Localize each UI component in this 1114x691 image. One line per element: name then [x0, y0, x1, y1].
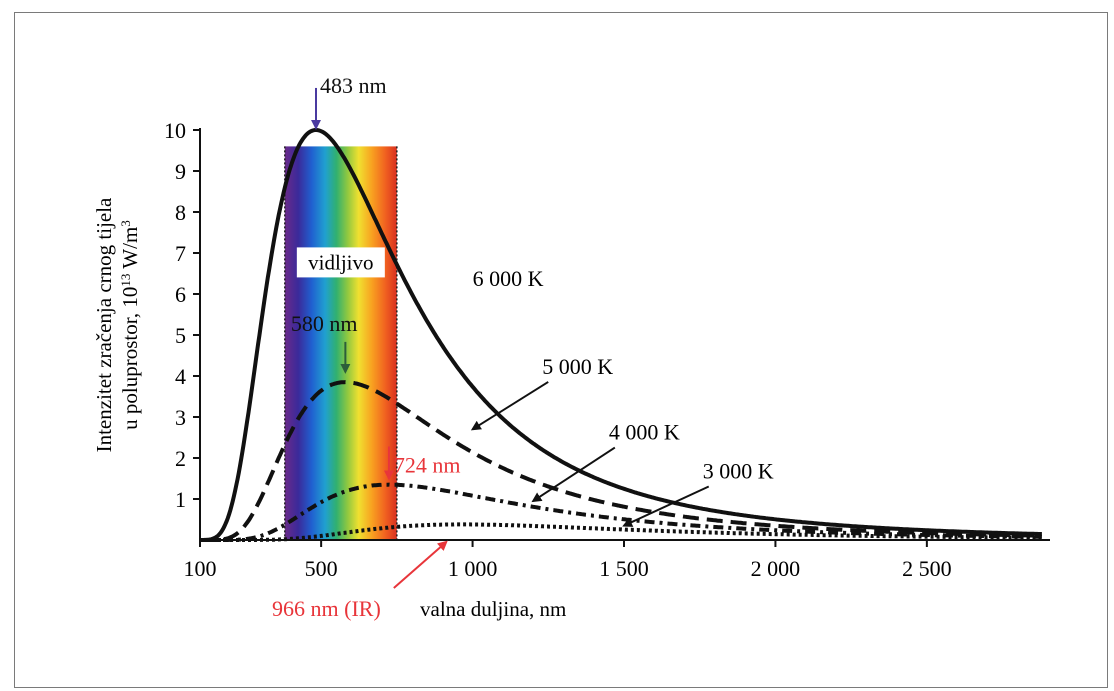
y-label-unit-exp: 3 [118, 220, 133, 227]
y-tick-label: 9 [175, 159, 186, 184]
curve-6000k [200, 128, 1042, 542]
y-tick-label: 2 [175, 446, 186, 471]
x-tick-label: 100 [184, 556, 217, 581]
annotations: 483 nm 580 nm 724 nm 966 nm (IR) [272, 73, 460, 621]
curve-3000k [200, 522, 1042, 542]
y-axis-label-line2: u poluprostor, 1013 W/m3 [118, 220, 143, 430]
x-tick-label: 1 500 [599, 556, 649, 581]
y-tick-label: 6 [175, 282, 186, 307]
y-axis-label: Intenzitet zračenja crnog tijela u polup… [92, 197, 142, 452]
visible-band-label: vidljivo [308, 250, 373, 274]
x-tick-label: 2 500 [902, 556, 952, 581]
series-pointer-4000k [531, 446, 616, 503]
chart-frame [14, 12, 1108, 688]
series-label-3000k: 3 000 K [703, 459, 774, 484]
y-tick-label: 4 [175, 364, 186, 389]
y-tick-label: 7 [175, 241, 186, 266]
y-tick-label: 5 [175, 323, 186, 348]
visible-spectrum-band [284, 146, 397, 540]
annotation-label: 724 nm [394, 452, 461, 477]
y-ticks: 1 2 3 4 5 6 7 8 9 10 [164, 118, 200, 512]
y-tick-label: 1 [175, 487, 186, 512]
series-pointer-3000k [622, 485, 710, 527]
curve-5000k [200, 380, 1042, 542]
annotation-arrow [393, 540, 448, 589]
annotation-label: 580 nm [291, 311, 358, 336]
y-label-prefix: u poluprostor, 10 [118, 287, 142, 430]
curves [200, 128, 1042, 542]
series-labels: 6 000 K 5 000 K 4 000 K 3 000 K [473, 266, 774, 484]
y-label-unit: W/m [118, 227, 142, 274]
series-label-6000k: 6 000 K [473, 266, 544, 291]
series-pointers [470, 381, 710, 527]
annotation-label: 966 nm (IR) [272, 596, 381, 621]
series-pointer-5000k [470, 381, 549, 431]
series-label-4000k: 4 000 K [609, 420, 680, 445]
x-tick-label: 1 000 [448, 556, 498, 581]
x-tick-label: 500 [305, 556, 338, 581]
y-tick-label: 3 [175, 405, 186, 430]
annotation-label: 483 nm [320, 73, 387, 98]
y-tick-label: 10 [164, 118, 186, 143]
y-tick-label: 8 [175, 200, 186, 225]
x-tick-label: 2 000 [751, 556, 801, 581]
series-label-5000k: 5 000 K [542, 354, 613, 379]
y-label-exp: 13 [118, 274, 133, 287]
visible-band-label-bg [296, 247, 385, 278]
x-axis-label: valna duljina, nm [420, 597, 566, 621]
y-axis-label-line1: Intenzitet zračenja crnog tijela [92, 197, 116, 452]
x-ticks: 100 500 1 000 1 500 2 000 2 500 [184, 540, 952, 581]
